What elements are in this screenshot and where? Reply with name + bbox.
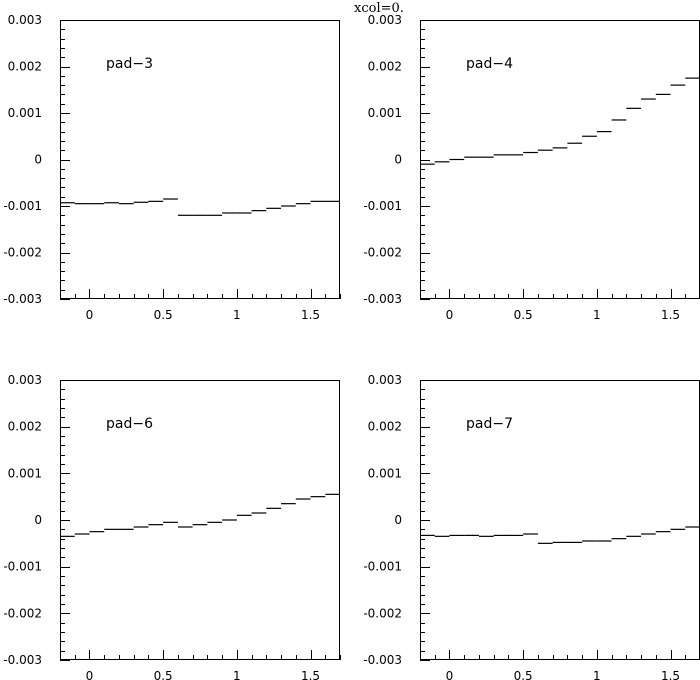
y-tick-label: -0.001 <box>3 199 42 213</box>
y-tick-label: 0.003 <box>368 13 402 27</box>
y-tick-label: -0.002 <box>363 246 402 260</box>
series-bins <box>420 526 700 544</box>
y-tick-label: 0 <box>394 513 402 527</box>
y-tick-label: -0.003 <box>363 653 402 667</box>
x-tick-label: 0 <box>86 669 94 680</box>
y-tick-label: -0.003 <box>3 653 42 667</box>
panel-4: 0.003 0.002 0.001 0 -0.001 -0.002 -0.003 0 0.5 1 1… <box>363 373 700 680</box>
pad-label: pad−7 <box>466 416 513 432</box>
x-tick-label: 0.5 <box>514 669 533 680</box>
y-tick-label: -0.001 <box>363 560 402 574</box>
x-tick-label: 0 <box>446 669 454 680</box>
x-tick-label: 1 <box>593 308 601 322</box>
y-tick-label: 0.001 <box>368 106 402 120</box>
series-bins <box>420 77 700 165</box>
x-tick-label: 1.5 <box>661 669 680 680</box>
series-bins <box>60 493 340 537</box>
plot-frame <box>60 20 340 299</box>
pad-label: pad−6 <box>106 416 153 432</box>
plot-frame <box>60 380 340 660</box>
y-tick-label: 0.003 <box>368 373 402 387</box>
y-tick-label: 0.001 <box>8 106 42 120</box>
x-tick-label: 0.5 <box>514 308 533 322</box>
pad-label: pad−4 <box>466 56 513 72</box>
y-tick-label: 0 <box>34 153 42 167</box>
y-tick-label: 0.003 <box>8 373 42 387</box>
y-tick-label: 0.002 <box>8 60 42 74</box>
y-tick-label: 0.002 <box>8 420 42 434</box>
plot-frame <box>420 380 700 660</box>
x-tick-label: 1 <box>233 308 241 322</box>
x-tick-label: 0 <box>446 308 454 322</box>
x-tick-label: 1 <box>593 669 601 680</box>
y-tick-label: 0.003 <box>8 13 42 27</box>
y-tick-label: -0.003 <box>363 292 402 306</box>
y-tick-label: -0.001 <box>3 560 42 574</box>
x-tick-label: 0 <box>86 308 94 322</box>
panels: 0.003 0.002 0.001 0 -0.001 -0.002 -0.003 0 0.5 1 1… <box>3 13 700 680</box>
panel-3: 0.003 0.002 0.001 0 -0.001 -0.002 -0.003 0 0.5 1 1… <box>3 373 341 680</box>
x-tick-label: 1 <box>233 669 241 680</box>
panel-2: 0.003 0.002 0.001 0 -0.001 -0.002 -0.003 0 0.5 1 1… <box>363 13 700 322</box>
x-tick-label: 1.5 <box>661 308 680 322</box>
y-tick-label: -0.002 <box>363 606 402 620</box>
y-tick-label: -0.001 <box>363 199 402 213</box>
y-tick-label: -0.002 <box>3 246 42 260</box>
panel-1: 0.003 0.002 0.001 0 -0.001 -0.002 -0.003 0 0.5 1 1… <box>3 13 341 322</box>
y-tick-label: 0.002 <box>368 420 402 434</box>
x-tick-label: 0.5 <box>154 669 173 680</box>
series-bins <box>60 198 340 216</box>
y-tick-label: -0.002 <box>3 606 42 620</box>
y-tick-label: 0.002 <box>368 60 402 74</box>
x-tick-label: 1.5 <box>301 669 320 680</box>
y-tick-label: 0 <box>34 513 42 527</box>
figure-title: xcol=0. <box>354 1 404 16</box>
y-tick-label: 0.001 <box>8 466 42 480</box>
x-tick-label: 0.5 <box>154 308 173 322</box>
y-tick-label: 0 <box>394 153 402 167</box>
pad-label: pad−3 <box>106 56 153 72</box>
y-tick-label: 0.001 <box>368 466 402 480</box>
x-tick-label: 1.5 <box>301 308 320 322</box>
y-tick-label: -0.003 <box>3 292 42 306</box>
